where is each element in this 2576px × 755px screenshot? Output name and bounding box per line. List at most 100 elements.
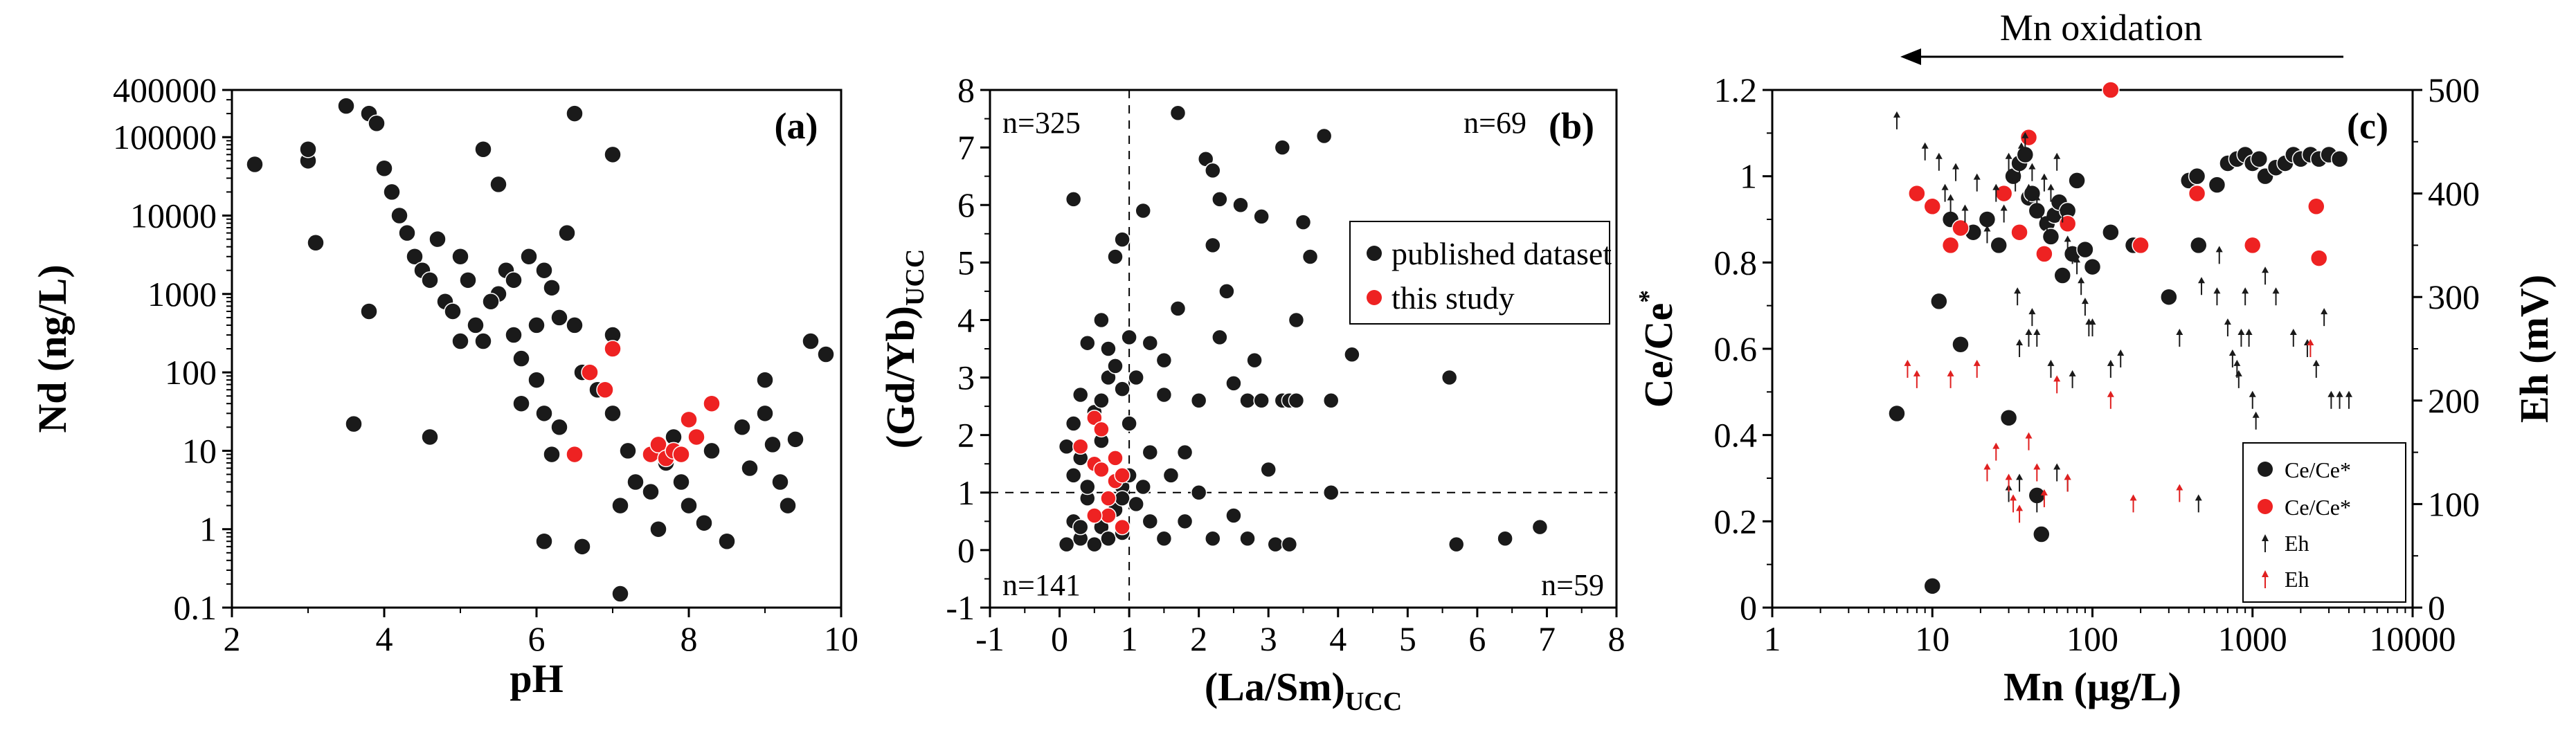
x-tick-label: 5 (1399, 619, 1416, 658)
point-eh-this-study (2129, 494, 2137, 513)
point-published (1107, 358, 1124, 374)
point-eh-published-head (2014, 287, 2021, 294)
point-eh-published (2047, 183, 2055, 202)
point-eh-published (2224, 318, 2231, 337)
point-eh-published (2000, 204, 2008, 223)
point-cece-published (2042, 228, 2060, 246)
point-published (1114, 490, 1131, 507)
y-tick-label: 100 (165, 353, 217, 392)
point-eh-published (2012, 173, 2019, 192)
point-published (1190, 484, 1207, 501)
y-tick-label: 400000 (113, 71, 217, 109)
point-published (1142, 334, 1159, 352)
point-published (1100, 340, 1117, 357)
point-eh-published-head (1983, 225, 1991, 232)
point-eh-published-head (2033, 194, 2041, 201)
point-published (1322, 484, 1340, 501)
point-eh-this-study (2064, 473, 2071, 492)
point-published (1239, 392, 1256, 409)
point-cece-this-study (1952, 219, 1970, 237)
point-eh-published-head (2033, 329, 2041, 336)
point-published (543, 279, 561, 297)
point-published (695, 513, 713, 532)
point-eh-published-head (1935, 152, 1943, 159)
point-cece-published (1990, 236, 2008, 255)
point-eh-published (2053, 463, 2061, 482)
point-eh-published-head (2028, 308, 2036, 315)
point-eh-published (2033, 329, 2041, 347)
point-published (535, 261, 553, 280)
point-eh-published (2014, 287, 2021, 306)
point-published (1218, 283, 1235, 300)
point-eh-published-head (1893, 111, 1900, 118)
point-eh-published (2327, 390, 2335, 409)
point-eh-published-head (2016, 339, 2024, 345)
panel-a: 2 4 6 8 10 0.1 1 10 100 1000 10000 100000 400000 pH Nd… (30, 71, 858, 701)
point-eh-published (2321, 308, 2328, 327)
point-published (368, 114, 386, 133)
legend-marker-eh-this-study-head (2262, 570, 2269, 577)
point-published (1288, 311, 1305, 329)
point-published (649, 520, 667, 538)
point-cece-this-study (2309, 249, 2328, 267)
point-eh-this-study (1947, 370, 1954, 388)
legend-label-eh-this-study: Eh (2285, 567, 2309, 592)
point-this-study (1093, 421, 1110, 438)
point-published (1135, 478, 1151, 495)
point-published (1253, 208, 1270, 225)
point-published (1497, 530, 1513, 547)
point-eh-published (2235, 370, 2242, 388)
point-eh-published-head (2235, 370, 2242, 376)
point-eh-this-study-head (2307, 339, 2314, 345)
point-eh-published-head (2016, 473, 2024, 480)
point-eh-published (1893, 111, 1900, 129)
legend: published dataset this study (1349, 221, 1612, 325)
point-published (1169, 300, 1187, 317)
point-published (451, 332, 469, 350)
y-tick-label: 0 (957, 531, 975, 570)
x-axis-label-main: (La/Sm) (1205, 664, 1345, 709)
point-eh-published (2021, 131, 2029, 150)
point-eh-published (2028, 163, 2036, 181)
point-eh-published (2312, 359, 2320, 378)
point-cece-published (2190, 236, 2208, 255)
point-eh-published (2242, 287, 2249, 306)
point-published (703, 442, 721, 460)
point-published (337, 97, 355, 115)
point-eh-published (2195, 494, 2202, 513)
point-published (550, 309, 568, 327)
point-eh-published (2107, 359, 2114, 378)
plot-frame (231, 89, 843, 609)
x-axis-label: Mn (μg/L) (2003, 664, 2181, 709)
point-published (1162, 467, 1180, 484)
point-this-study (687, 428, 705, 446)
point-published (1065, 191, 1082, 208)
point-eh-this-study (1983, 463, 1991, 482)
point-eh-published-head (2069, 246, 2076, 253)
legend-box (1349, 221, 1610, 325)
y-tick-label: 2 (957, 416, 975, 455)
point-eh-published (2228, 349, 2236, 367)
point-eh-this-study (2053, 375, 2061, 394)
point-eh-published (2053, 152, 2061, 171)
point-eh-published-head (1961, 204, 1969, 211)
x-axis-label: (La/Sm)UCC (1205, 664, 1402, 716)
point-cece-published (2076, 240, 2094, 259)
point-published (474, 140, 492, 158)
point-eh-published-head (2224, 318, 2231, 325)
point-cece-this-study (2188, 184, 2206, 203)
point-eh-published (2016, 163, 2024, 181)
x-tick-label: 3 (1260, 619, 1277, 658)
point-published (512, 349, 530, 367)
legend-box (2242, 442, 2406, 603)
point-eh-published-head (2043, 215, 2051, 221)
point-eh-this-study-head (2107, 390, 2114, 397)
point-eh-published-head (2233, 359, 2241, 366)
point-published (299, 140, 317, 158)
legend-label-published: published dataset (1391, 236, 1612, 271)
y-tick-label: 6 (957, 185, 975, 224)
point-published (482, 293, 500, 311)
point-published (566, 316, 584, 334)
y-tick-label: 200 (2428, 381, 2480, 420)
